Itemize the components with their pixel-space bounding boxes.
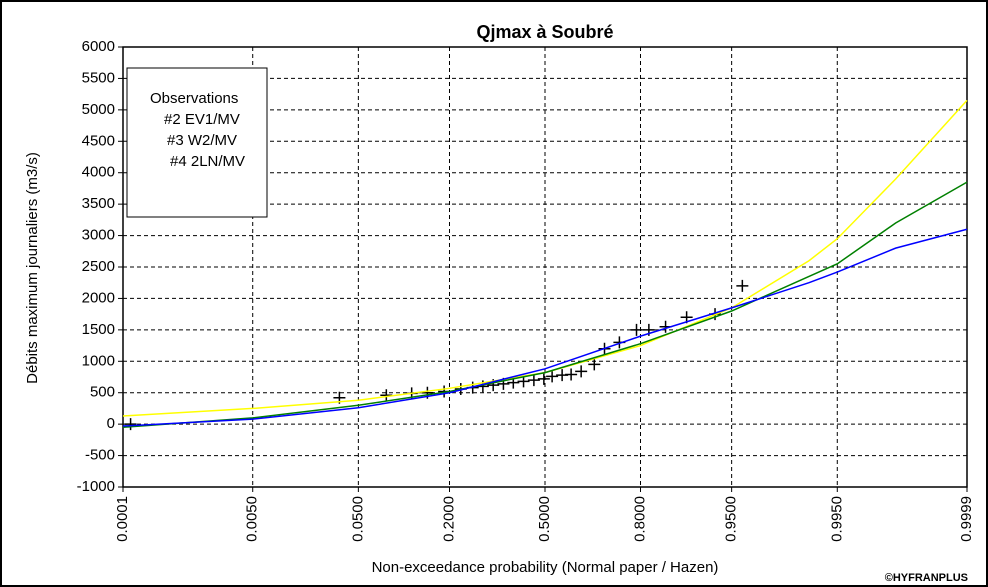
x-tick-label: 0.9999 xyxy=(958,496,975,542)
observation-marker xyxy=(546,370,559,383)
x-tick-label: 0.9500 xyxy=(723,496,740,542)
fit-curve xyxy=(122,228,968,427)
y-tick-label: 1500 xyxy=(82,321,115,338)
observation-marker xyxy=(124,418,137,431)
observation-marker xyxy=(575,365,588,378)
observation-marker xyxy=(630,323,643,336)
x-tick-label: 0.0050 xyxy=(244,496,261,542)
y-tick-label: 0 xyxy=(107,415,115,432)
legend-entry: #2 EV1/MV xyxy=(164,111,240,128)
chart-title: Qjmax à Soubré xyxy=(476,22,613,42)
x-axis-label: Non-exceedance probability (Normal paper… xyxy=(372,559,719,576)
observation-marker xyxy=(565,368,578,381)
x-tick-label: 0.2000 xyxy=(440,496,457,542)
fit-curve xyxy=(122,99,968,417)
y-tick-label: 4000 xyxy=(82,164,115,181)
y-tick-label: 5500 xyxy=(82,69,115,86)
y-tick-label: 1000 xyxy=(82,352,115,369)
observation-marker xyxy=(588,358,601,371)
y-tick-label: 2000 xyxy=(82,289,115,306)
credit: ©HYFRANPLUS xyxy=(885,572,968,584)
legend-entry: Observations xyxy=(150,90,238,107)
legend-box xyxy=(126,67,268,218)
fit-curve xyxy=(122,181,968,429)
x-tick-label: 0.0001 xyxy=(114,496,131,542)
y-tick-label: 5000 xyxy=(82,101,115,118)
y-tick-label: 4500 xyxy=(82,132,115,149)
y-tick-label: -1000 xyxy=(77,478,115,495)
observation-marker xyxy=(527,374,540,387)
y-tick-label: 3000 xyxy=(82,227,115,244)
legend-entry: #4 2LN/MV xyxy=(170,153,245,170)
y-tick-label: 2500 xyxy=(82,258,115,275)
observation-marker xyxy=(537,372,550,385)
x-tick-label: 0.8000 xyxy=(631,496,648,542)
y-tick-label: 6000 xyxy=(82,38,115,55)
plot-frame xyxy=(122,46,968,488)
y-axis-label: Débits maximum journaliers (m3/s) xyxy=(24,152,41,384)
legend-entry: #3 W2/MV xyxy=(167,132,237,149)
y-tick-label: -500 xyxy=(85,447,115,464)
y-tick-label: 3500 xyxy=(82,195,115,212)
observation-marker xyxy=(736,279,749,292)
x-tick-label: 0.9950 xyxy=(828,496,845,542)
x-tick-label: 0.0500 xyxy=(349,496,366,542)
x-tick-label: 0.5000 xyxy=(536,496,553,542)
observation-marker xyxy=(380,389,393,402)
y-tick-label: 500 xyxy=(90,384,115,401)
